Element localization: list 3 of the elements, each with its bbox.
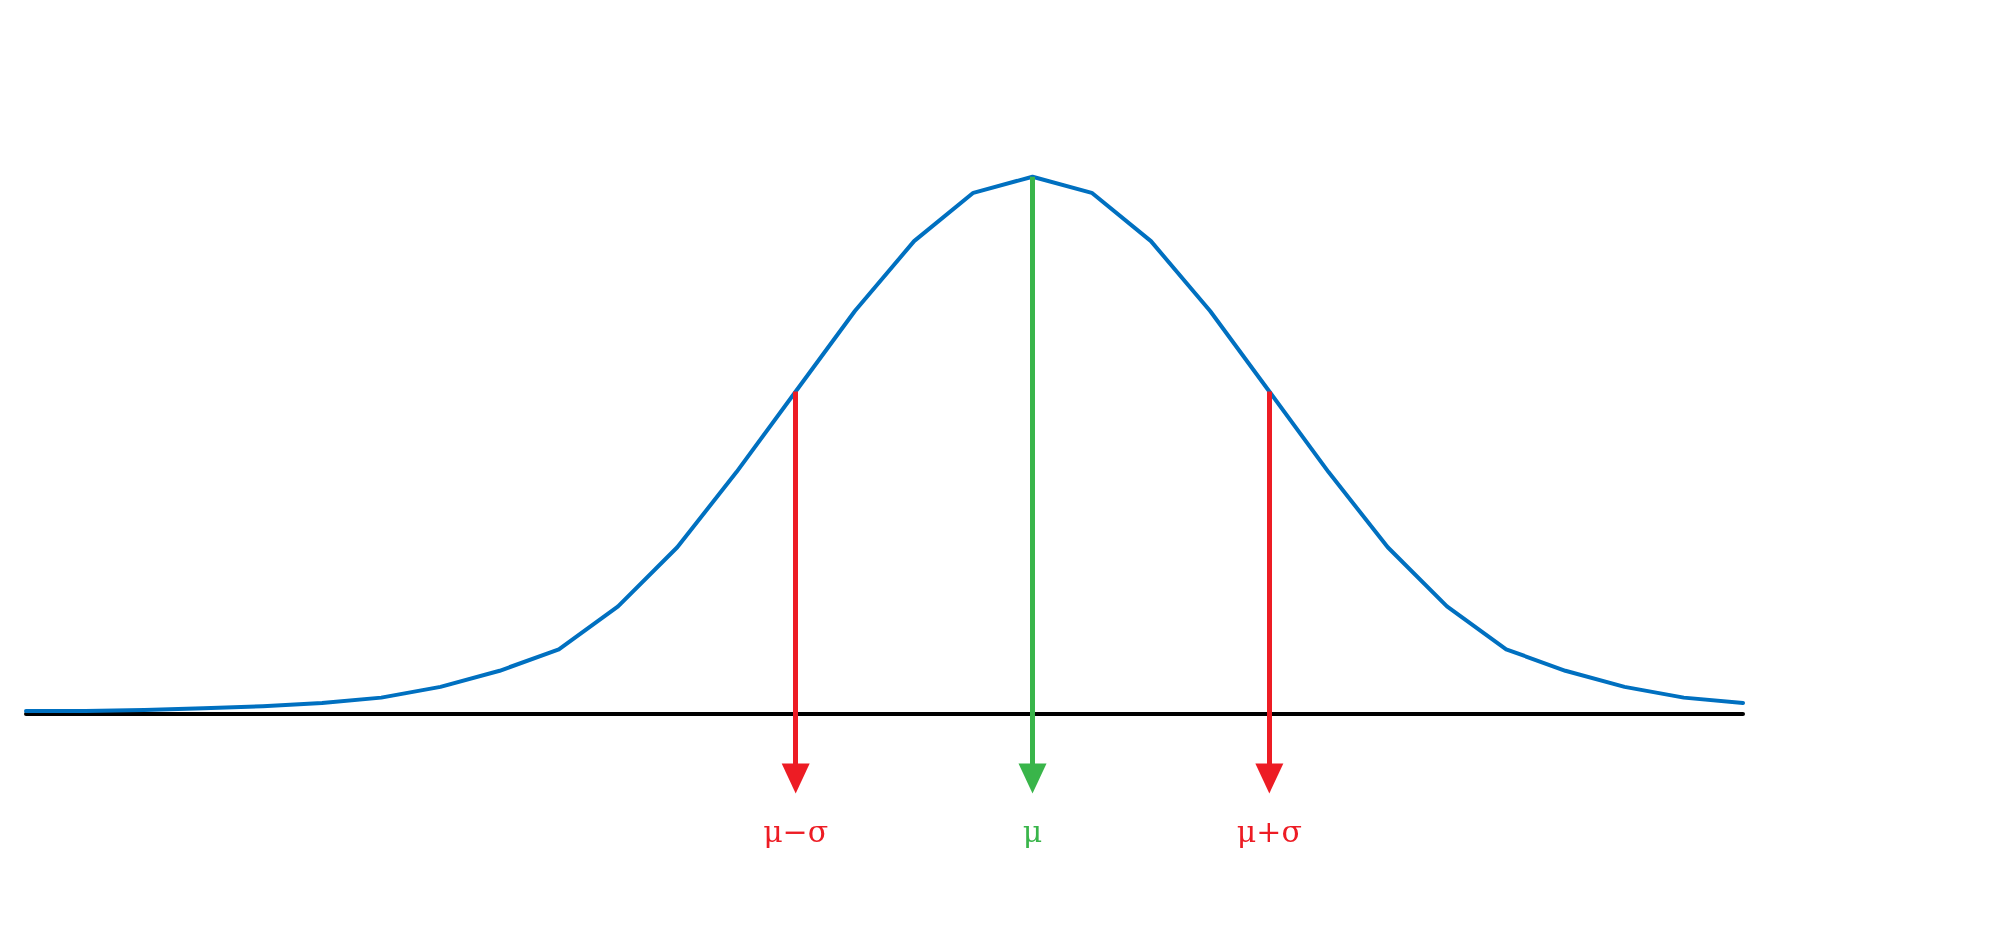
x-tick-label: μ xyxy=(1022,813,1043,849)
x-tick-label: μ+σ xyxy=(1236,813,1302,849)
x-tick-label: μ−σ xyxy=(763,813,829,849)
